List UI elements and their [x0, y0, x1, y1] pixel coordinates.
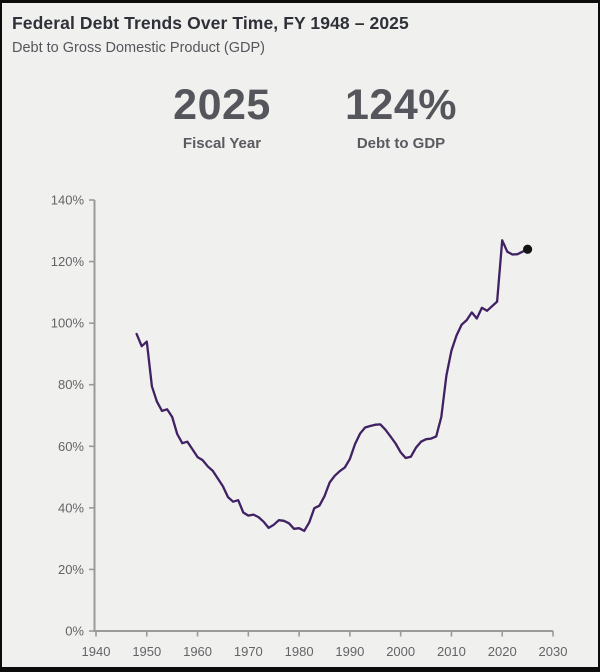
page-subtitle: Debt to Gross Domestic Product (GDP): [12, 40, 266, 56]
page-title: Federal Debt Trends Over Time, FY 1948 –…: [12, 13, 409, 33]
x-tick-label: 1980: [285, 644, 314, 659]
x-tick-label: 1940: [82, 644, 111, 659]
y-tick-label: 20%: [58, 562, 84, 577]
stat-debt-to-gdp-value: 124%: [345, 81, 457, 129]
y-tick-label: 40%: [58, 500, 84, 515]
stat-debt-to-gdp-label: Debt to GDP: [356, 135, 446, 152]
stat-fiscal-year-label: Fiscal Year: [182, 135, 262, 152]
y-tick-label: 80%: [58, 377, 84, 392]
x-axis-ticks: 1940 1950 1960 1970 1980 1990 2000 2010 2020 2030: [82, 631, 568, 659]
y-tick-label: 120%: [51, 254, 85, 269]
x-tick-label: 1990: [335, 644, 364, 659]
stat-fiscal-year-value: 2025: [173, 81, 271, 129]
y-tick-label: 100%: [51, 316, 85, 331]
x-tick-label: 2020: [488, 644, 517, 659]
stat-debt-to-gdp: 124% Debt to GDP: [345, 81, 457, 153]
axes: [93, 200, 553, 632]
debt-line-series[interactable]: [135, 239, 529, 533]
y-tick-label: 0%: [65, 624, 84, 639]
chart-header: Federal Debt Trends Over Time, FY 1948 –…: [12, 13, 409, 56]
axis-line: [93, 200, 553, 632]
x-tick-label: 2000: [386, 644, 415, 659]
x-tick-label: 1960: [183, 644, 212, 659]
x-tick-label: 1950: [132, 644, 161, 659]
y-tick-label: 140%: [51, 193, 85, 208]
x-tick-label: 2010: [437, 644, 466, 659]
y-tick-label: 60%: [58, 439, 84, 454]
x-tick-label: 2030: [539, 644, 568, 659]
x-tick-label: 1970: [234, 644, 263, 659]
y-axis-ticks: 0% 20% 40% 60% 80% 100% 120% 140%: [51, 193, 95, 639]
latest-point-marker[interactable]: [523, 244, 533, 254]
stat-fiscal-year: 2025 Fiscal Year: [173, 81, 271, 153]
